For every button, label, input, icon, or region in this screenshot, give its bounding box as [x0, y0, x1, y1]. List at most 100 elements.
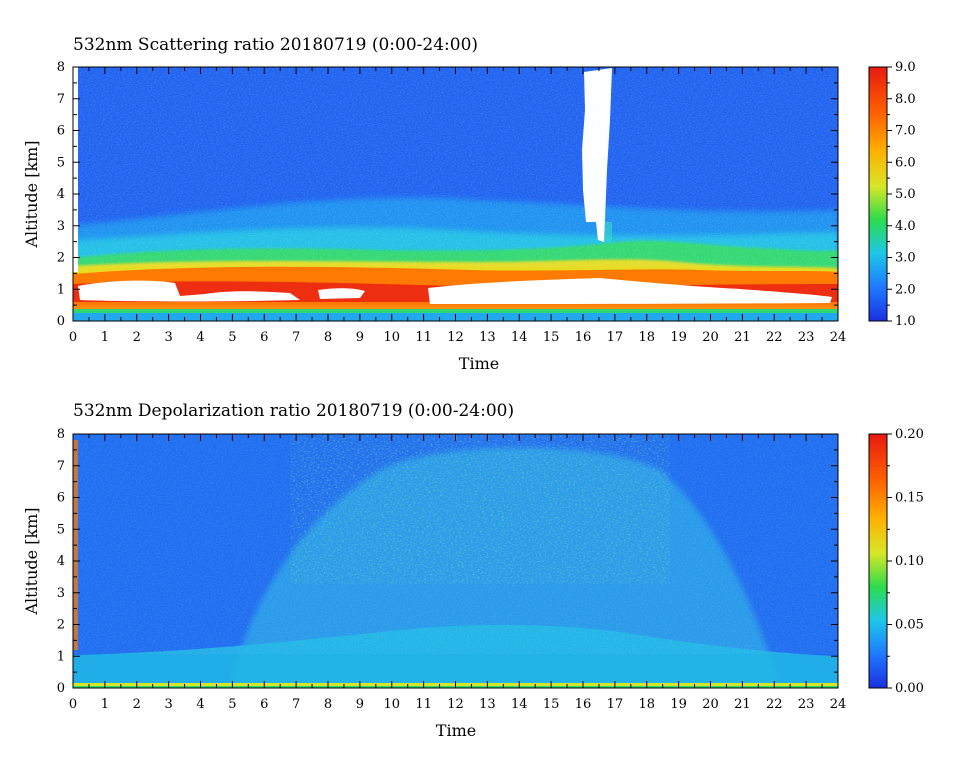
x-tick-label: 23 [798, 330, 815, 345]
x-axis: 0 1 2 3 4 5 6 7 8 9 10 11 12 13 14 15 16 17 18 19 20 21 22 23 24 [69, 67, 846, 345]
x-tick-label: 11 [415, 330, 432, 345]
x-tick-label: 5 [228, 330, 236, 345]
saturated-zone-center [318, 288, 365, 299]
x-tick-label: 12 [447, 697, 464, 712]
colorbar-ticks: 1.0 2.0 3.0 4.0 5.0 6.0 7.0 8.0 9.0 [887, 60, 916, 329]
x-tick-label: 11 [415, 697, 432, 712]
colorbar-tick-label: 0.20 [895, 427, 924, 442]
y-tick-label: 1 [57, 649, 65, 664]
x-tick-label: 15 [543, 330, 560, 345]
x-tick-label: 23 [798, 697, 815, 712]
x-tick-label: 13 [479, 330, 496, 345]
plot-area [73, 434, 838, 688]
plot-area [73, 67, 838, 321]
y-axis-label: Altitude [km] [22, 140, 41, 248]
y-tick-label: 7 [57, 459, 65, 474]
x-tick-label: 12 [447, 330, 464, 345]
y-tick-label: 1 [57, 282, 65, 297]
colorbar-tick-label: 4.0 [895, 219, 916, 234]
colorbar-tick-label: 0.10 [895, 554, 924, 569]
x-tick-label: 8 [324, 330, 332, 345]
x-tick-label: 5 [228, 697, 236, 712]
x-tick-label: 18 [638, 330, 655, 345]
x-tick-label: 16 [575, 330, 592, 345]
x-tick-label: 18 [638, 697, 655, 712]
colorbar-tick-label: 7.0 [895, 124, 916, 139]
colorbar-tick-label: 1.0 [895, 314, 916, 329]
x-tick-label: 10 [383, 697, 400, 712]
x-tick-label: 7 [292, 330, 300, 345]
colorbar-tick-label: 6.0 [895, 155, 916, 170]
y-tick-label: 8 [57, 427, 65, 442]
y-tick-label: 5 [57, 522, 65, 537]
saturated-zone-left [78, 280, 300, 302]
x-tick-label: 8 [324, 697, 332, 712]
x-tick-label: 24 [830, 330, 847, 345]
y-tick-label: 4 [57, 187, 65, 202]
x-tick-label: 9 [356, 330, 364, 345]
y-tick-label: 6 [57, 491, 65, 506]
x-tick-label: 3 [164, 330, 172, 345]
y-tick-label: 0 [57, 681, 65, 696]
colorbar-tick-label: 5.0 [895, 187, 916, 202]
colorbar-ticks: 0.00 0.05 0.10 0.15 0.20 [887, 427, 924, 696]
y-tick-label: 5 [57, 155, 65, 170]
data-gap [73, 67, 78, 272]
x-axis: 0 1 2 3 4 5 6 7 8 9 10 11 12 13 14 15 16 17 18 19 20 21 22 23 24 [69, 434, 846, 712]
colorbar-tick-label: 0.05 [895, 618, 924, 633]
x-tick-label: 2 [133, 330, 141, 345]
x-tick-label: 14 [511, 697, 528, 712]
y-tick-label: 3 [57, 586, 65, 601]
x-tick-label: 0 [69, 330, 77, 345]
low-layer-green [73, 309, 838, 313]
colorbar-tick-label: 8.0 [895, 92, 916, 107]
y-tick-label: 6 [57, 124, 65, 139]
y-axis: 0 1 2 3 4 5 6 7 8 [57, 427, 838, 696]
y-axis-label: Altitude [km] [22, 507, 41, 615]
y-tick-label: 2 [57, 251, 65, 266]
y-tick-label: 4 [57, 554, 65, 569]
y-tick-label: 0 [57, 314, 65, 329]
x-tick-label: 1 [101, 697, 109, 712]
saturated-zone-right [428, 278, 832, 304]
x-tick-label: 17 [607, 697, 624, 712]
low-layer-orange [73, 305, 838, 309]
colorbar-tick-label: 0.00 [895, 681, 924, 696]
x-tick-label: 7 [292, 697, 300, 712]
x-tick-label: 0 [69, 697, 77, 712]
x-tick-label: 17 [607, 330, 624, 345]
scattering-ratio-panel: 532nm Scattering ratio 20180719 (0:00-24… [22, 35, 916, 373]
x-tick-label: 20 [702, 330, 719, 345]
colorbar [868, 433, 888, 689]
x-tick-label: 9 [356, 697, 364, 712]
colorbar-tick-label: 0.15 [895, 491, 924, 506]
signal-noise-texture [73, 434, 838, 654]
depolarization-ratio-panel: 532nm Depolarization ratio 20180719 (0:0… [22, 401, 924, 740]
x-tick-label: 1 [101, 330, 109, 345]
x-tick-label: 6 [260, 697, 268, 712]
x-tick-label: 14 [511, 330, 528, 345]
colorbar-tick-label: 2.0 [895, 282, 916, 297]
y-tick-label: 3 [57, 219, 65, 234]
x-tick-label: 16 [575, 697, 592, 712]
y-tick-label: 2 [57, 618, 65, 633]
x-axis-label: Time [436, 721, 476, 740]
colorbar-tick-label: 9.0 [895, 60, 916, 75]
colorbar-tick-label: 3.0 [895, 251, 916, 266]
x-tick-label: 22 [766, 330, 783, 345]
colorbar [868, 66, 888, 322]
x-tick-label: 24 [830, 697, 847, 712]
x-tick-label: 15 [543, 697, 560, 712]
x-tick-label: 4 [196, 330, 204, 345]
x-axis-label: Time [459, 354, 499, 373]
y-axis: 0 1 2 3 4 5 6 7 8 [57, 60, 838, 329]
x-tick-label: 22 [766, 697, 783, 712]
y-tick-label: 7 [57, 92, 65, 107]
x-tick-label: 19 [670, 330, 687, 345]
x-tick-label: 13 [479, 697, 496, 712]
x-tick-label: 2 [133, 697, 141, 712]
x-tick-label: 21 [734, 330, 751, 345]
chart-title: 532nm Depolarization ratio 20180719 (0:0… [73, 401, 514, 421]
signal-noise-texture [73, 67, 838, 267]
